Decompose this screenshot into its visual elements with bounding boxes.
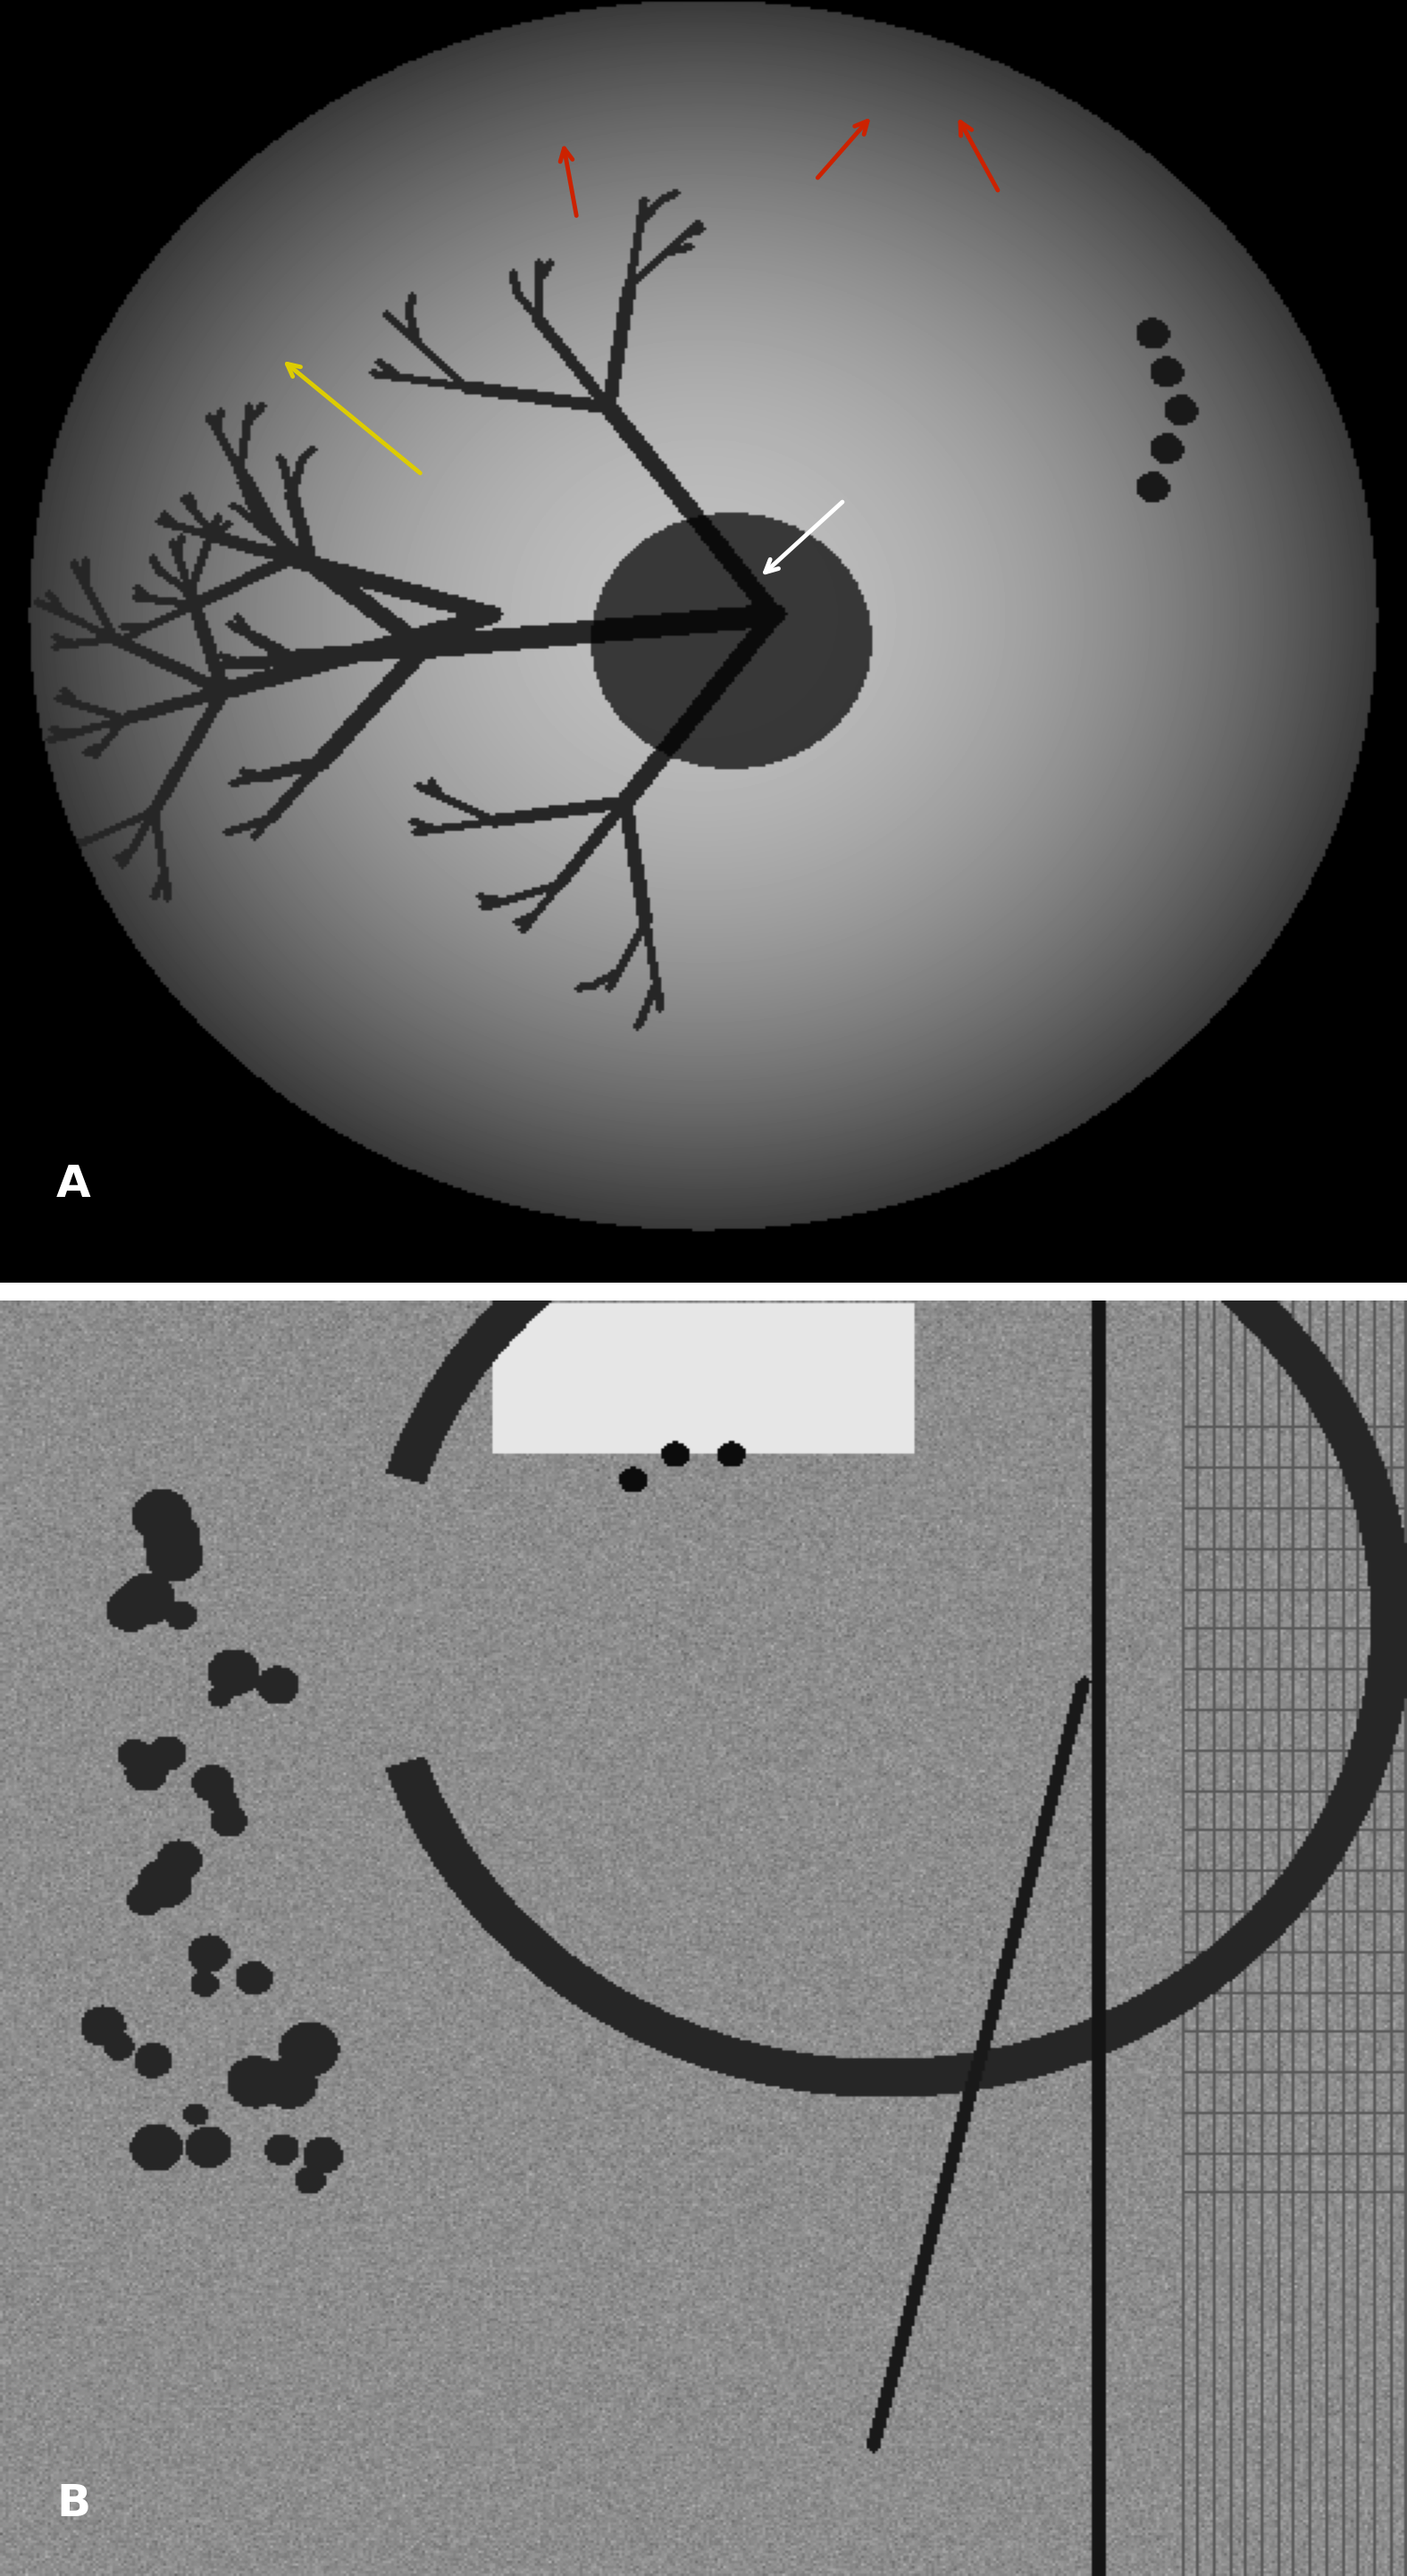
Text: A: A xyxy=(56,1162,91,1206)
Text: B: B xyxy=(56,2483,90,2524)
